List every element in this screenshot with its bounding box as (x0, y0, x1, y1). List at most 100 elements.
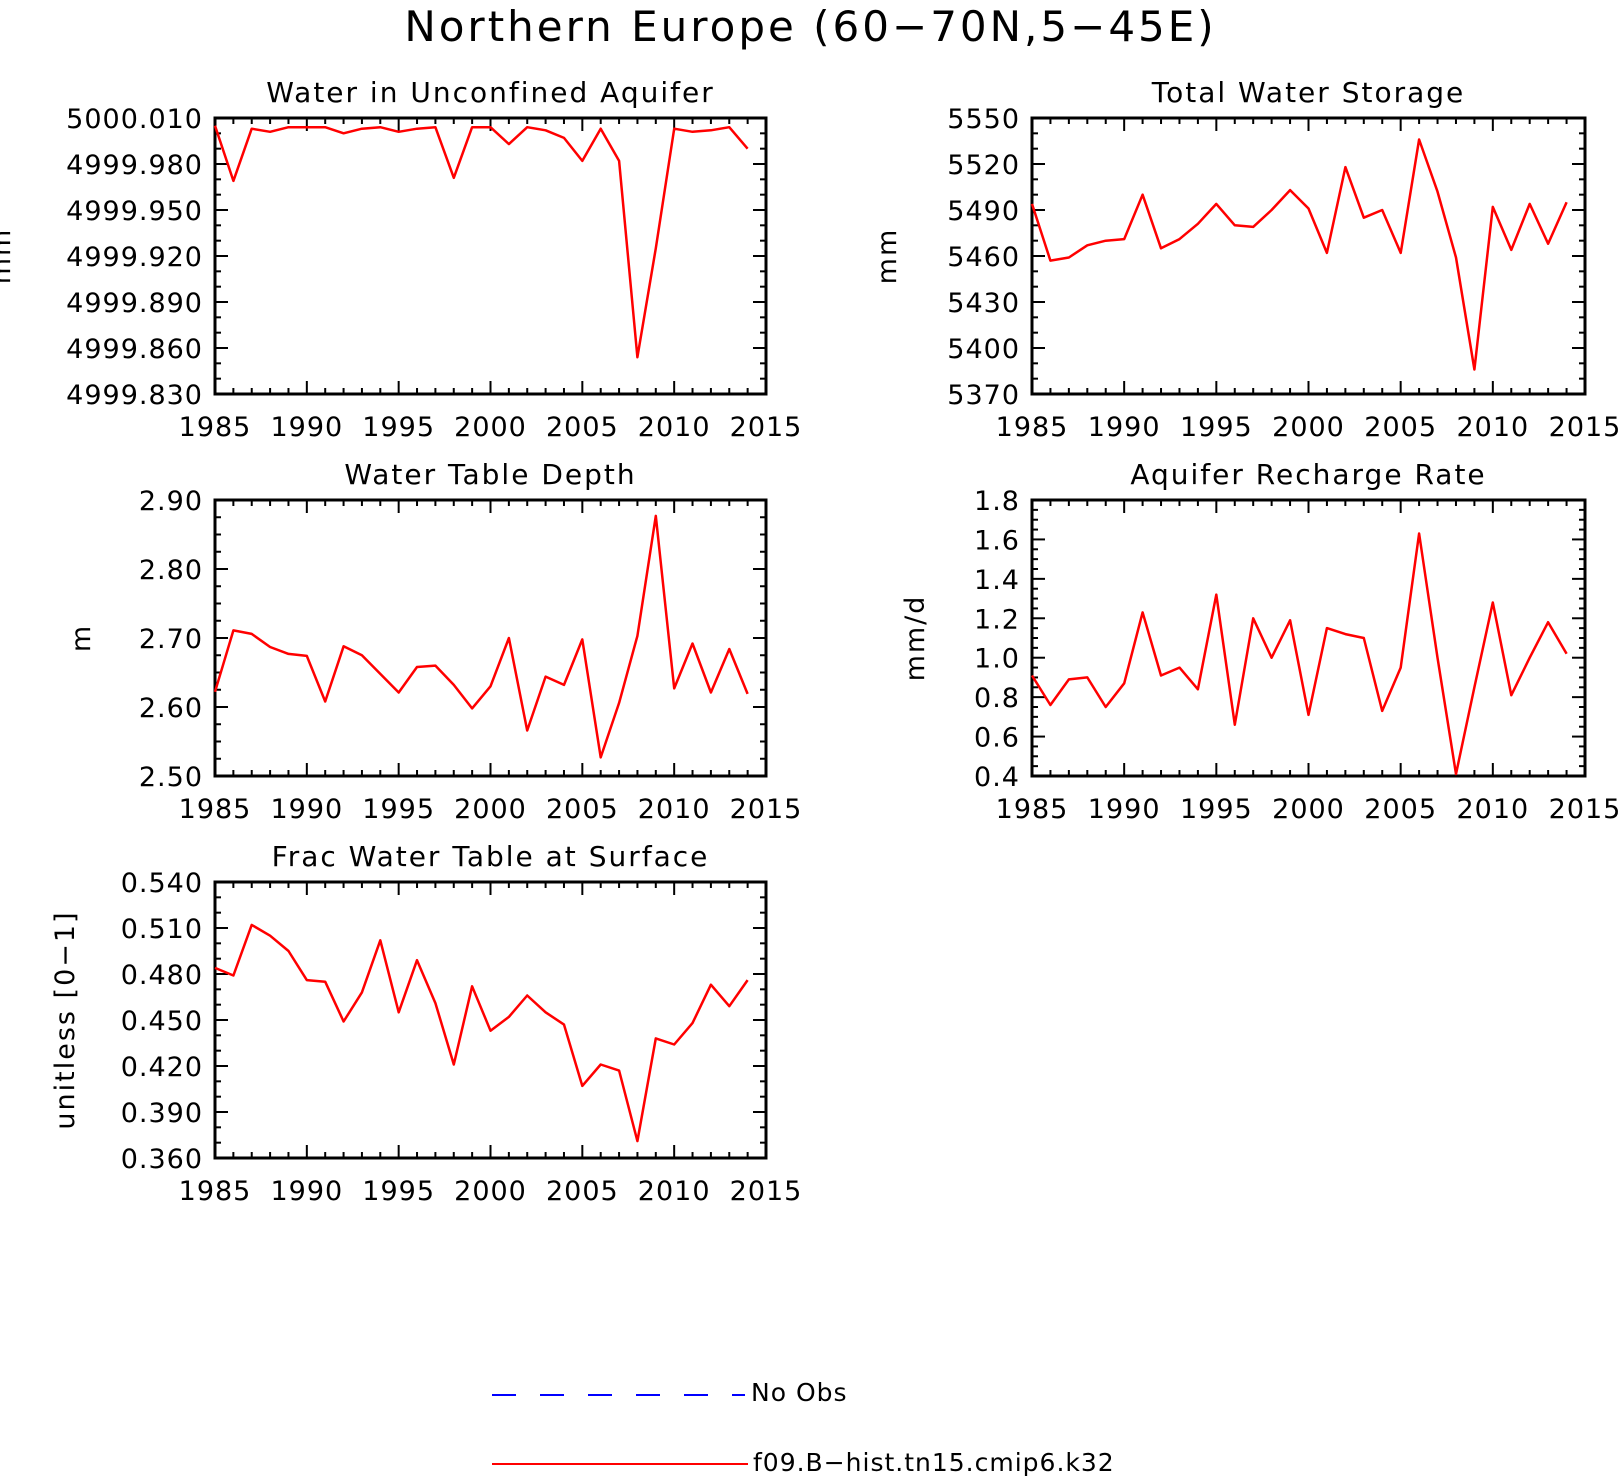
y-axis-label: mm/d (900, 595, 931, 682)
legend-model-label: f09.B−hist.tn15.cmip6.k32 (753, 1448, 1115, 1477)
x-tick-label: 2010 (1456, 794, 1529, 825)
legend-obs-label: No Obs (751, 1378, 848, 1407)
x-tick-label: 1985 (179, 412, 252, 443)
y-tick-label: 4999.920 (66, 242, 203, 273)
x-tick-label: 2015 (1549, 412, 1621, 443)
y-tick-label: 1.8 (974, 486, 1020, 517)
y-tick-label: 1.0 (974, 644, 1020, 675)
y-axis-label: mm (0, 228, 17, 285)
y-tick-label: 5550 (947, 104, 1020, 135)
y-tick-label: 1.4 (974, 565, 1020, 596)
x-tick-label: 2015 (730, 1176, 803, 1207)
x-tick-label: 1990 (1088, 794, 1161, 825)
x-tick-label: 2005 (546, 412, 619, 443)
y-tick-label: 5370 (947, 380, 1020, 411)
panel-title: Aquifer Recharge Rate (1130, 458, 1486, 491)
x-tick-label: 2000 (1272, 412, 1345, 443)
y-tick-label: 1.6 (974, 525, 1020, 556)
y-tick-label: 2.90 (139, 486, 203, 517)
x-tick-label: 2005 (1364, 794, 1437, 825)
y-tick-label: 0.6 (974, 723, 1020, 754)
series-line (1030, 532, 1568, 776)
x-tick-label: 2000 (454, 794, 527, 825)
y-tick-label: 2.60 (139, 693, 203, 724)
legend (492, 1394, 748, 1465)
y-tick-label: 4999.980 (66, 150, 203, 181)
y-tick-label: 0.420 (121, 1052, 203, 1083)
y-tick-label: 5520 (947, 150, 1020, 181)
x-tick-label: 1990 (1088, 412, 1161, 443)
x-tick-label: 2005 (546, 1176, 619, 1207)
plot-frame (213, 498, 768, 778)
plot-frame (1030, 498, 1587, 778)
x-tick-label: 2015 (730, 412, 803, 443)
chart-panel-total-water-storage: 1985 1990 1995 2000 2005 2010 2015 5370 5400 5430… (872, 76, 1621, 443)
x-tick-label: 1990 (270, 1176, 343, 1207)
y-tick-label: 0.360 (121, 1144, 203, 1175)
y-tick-label: 1.2 (974, 604, 1020, 635)
plot-frame (1030, 116, 1587, 396)
x-tick-label: 1995 (362, 412, 435, 443)
y-tick-label: 2.80 (139, 555, 203, 586)
x-tick-label: 1995 (1180, 412, 1253, 443)
plot-frame (213, 116, 768, 396)
y-tick-label: 4999.890 (66, 288, 203, 319)
panel-title: Frac Water Table at Surface (272, 840, 710, 873)
x-tick-label: 2000 (454, 1176, 527, 1207)
y-tick-label: 2.70 (139, 624, 203, 655)
x-tick-label: 2000 (454, 412, 527, 443)
x-tick-label: 1985 (996, 412, 1069, 443)
y-tick-label: 5490 (947, 196, 1020, 227)
panel-title: Water Table Depth (344, 458, 636, 491)
x-tick-label: 1995 (1180, 794, 1253, 825)
x-tick-label: 1985 (179, 794, 252, 825)
y-tick-label: 5460 (947, 242, 1020, 273)
y-tick-label: 0.480 (121, 960, 203, 991)
x-tick-label: 2005 (546, 794, 619, 825)
x-tick-label: 1995 (362, 794, 435, 825)
x-tick-label: 1990 (270, 412, 343, 443)
y-tick-label: 4999.950 (66, 196, 203, 227)
x-tick-label: 1985 (996, 794, 1069, 825)
x-tick-label: 2010 (638, 1176, 711, 1207)
x-tick-label: 2010 (1456, 412, 1529, 443)
x-tick-label: 2005 (1364, 412, 1437, 443)
y-tick-label: 0.510 (121, 914, 203, 945)
figure-title: Northern Europe (60−70N,5−45E) (404, 2, 1217, 51)
series-line (214, 923, 749, 1143)
y-axis-label: mm (872, 228, 903, 285)
y-tick-label: 0.8 (974, 683, 1020, 714)
x-tick-label: 2010 (638, 412, 711, 443)
panel-title: Water in Unconfined Aquifer (266, 76, 714, 109)
y-tick-label: 5000.010 (66, 104, 203, 135)
y-tick-label: 0.450 (121, 1006, 203, 1037)
panel-title: Total Water Storage (1151, 76, 1466, 109)
plot-frame (213, 880, 768, 1160)
y-tick-label: 0.4 (974, 762, 1020, 793)
chart-panel-frac-water-table-at-surface: 1985 1990 1995 2000 2005 2010 2015 0.360 0.390 0.… (50, 840, 803, 1207)
chart-panel-water-in-unconfined-aquifer: 1985 1990 1995 2000 2005 2010 2015 4999.830 4999… (0, 76, 803, 443)
y-tick-label: 0.390 (121, 1098, 203, 1129)
y-tick-label: 4999.860 (66, 334, 203, 365)
y-tick-label: 5400 (947, 334, 1020, 365)
series-line (213, 125, 749, 359)
x-tick-label: 1985 (179, 1176, 252, 1207)
y-tick-label: 0.540 (121, 868, 203, 899)
chart-panel-aquifer-recharge-rate: 1985 1990 1995 2000 2005 2010 2015 0.4 0.6 0.8 1.0… (900, 458, 1621, 825)
y-axis-label: unitless [0−1] (50, 910, 81, 1129)
x-tick-label: 2000 (1272, 794, 1345, 825)
x-tick-label: 2015 (730, 794, 803, 825)
series-line (1030, 138, 1568, 371)
y-tick-label: 2.50 (139, 762, 203, 793)
x-tick-label: 1990 (270, 794, 343, 825)
x-tick-label: 2015 (1549, 794, 1621, 825)
y-axis-label: m (66, 624, 97, 652)
y-tick-label: 5430 (947, 288, 1020, 319)
y-tick-label: 4999.830 (66, 380, 203, 411)
x-tick-label: 2010 (638, 794, 711, 825)
series-line (213, 514, 749, 759)
x-tick-label: 1995 (362, 1176, 435, 1207)
chart-panel-water-table-depth: 1985 1990 1995 2000 2005 2010 2015 2.50 2.60 2.70… (66, 458, 803, 825)
